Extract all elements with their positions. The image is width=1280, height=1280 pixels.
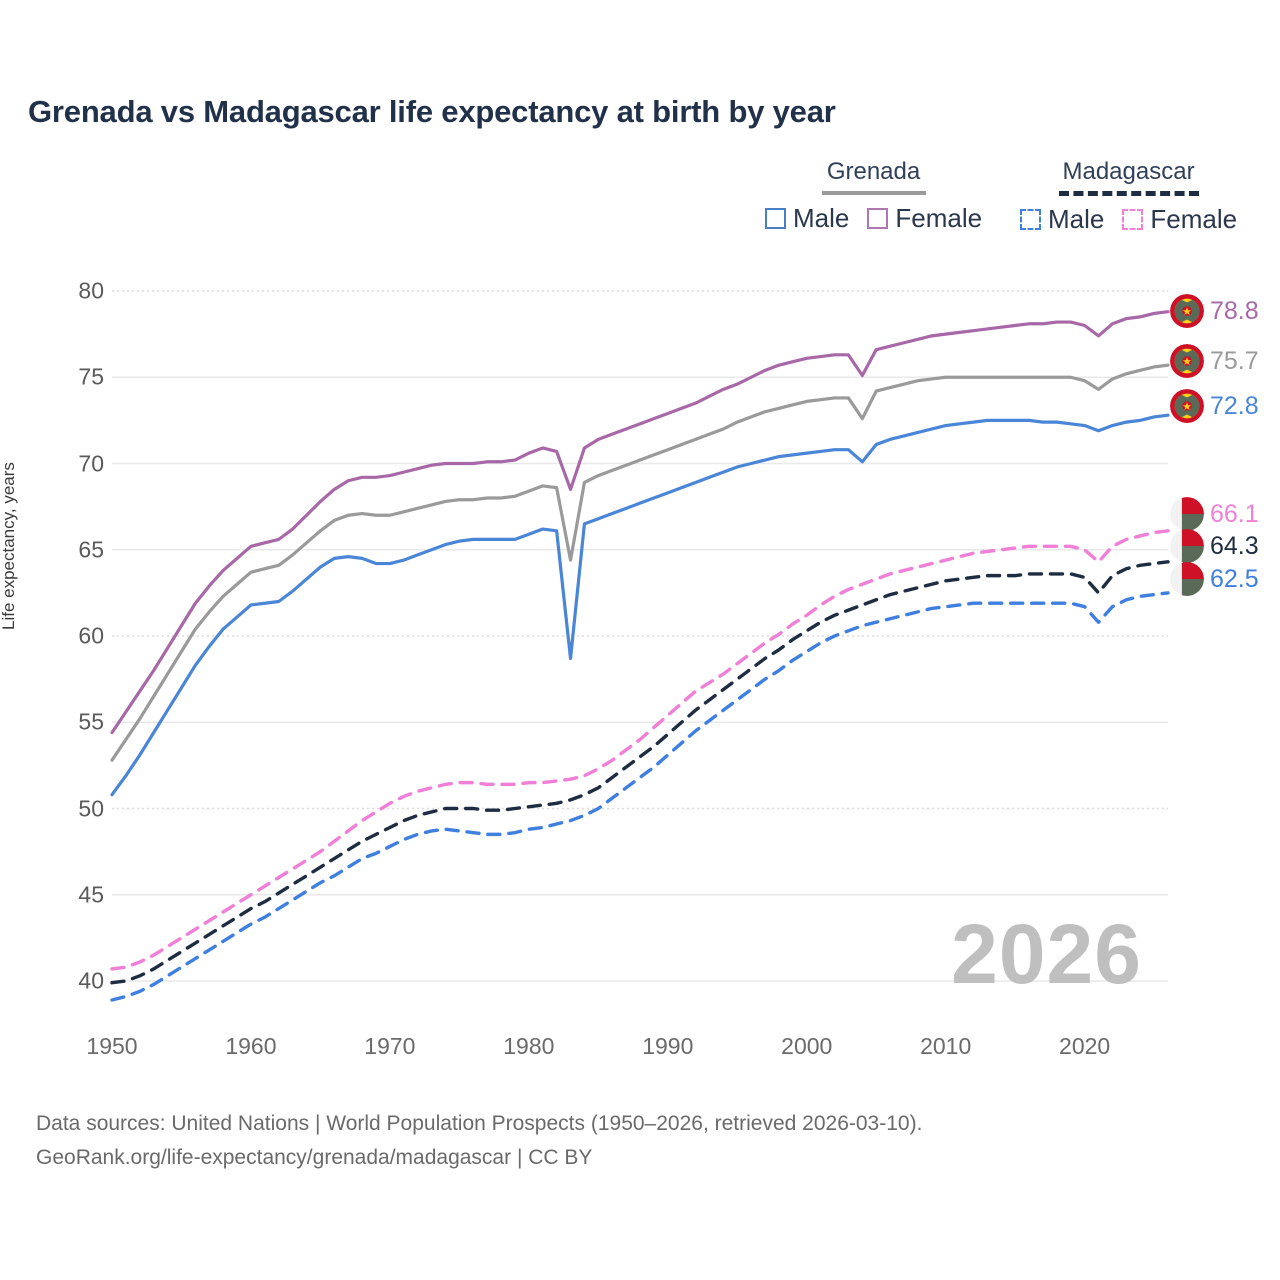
legend-group-grenada: Grenada Male Female xyxy=(765,158,982,234)
legend-group-madagascar: Madagascar Male Female xyxy=(1020,158,1237,235)
end-label-grenada-total: 75.7 xyxy=(1170,344,1259,378)
y-tick-80: 80 xyxy=(78,277,104,304)
legend-item-grenada-female[interactable]: Female xyxy=(867,203,982,234)
x-tick-2000: 2000 xyxy=(781,1033,833,1059)
legend-label-grenada-female: Female xyxy=(895,203,983,233)
end-value-madagascar-male: 62.5 xyxy=(1210,564,1259,593)
legend-item-madagascar-male[interactable]: Male xyxy=(1020,204,1104,235)
series-line-grenada-female xyxy=(110,310,1170,735)
legend-rule-madagascar xyxy=(1058,191,1199,196)
legend-country-madagascar: Madagascar xyxy=(1062,158,1195,185)
end-label-grenada-male: 72.8 xyxy=(1170,389,1259,423)
legend-item-grenada-male[interactable]: Male xyxy=(765,203,849,234)
footer-line-sources: Data sources: United Nations | World Pop… xyxy=(36,1112,923,1135)
y-tick-40: 40 xyxy=(78,967,104,994)
end-label-grenada-female: 78.8 xyxy=(1170,294,1259,328)
x-tick-1990: 1990 xyxy=(642,1033,694,1059)
y-tick-55: 55 xyxy=(78,708,104,735)
y-tick-65: 65 xyxy=(78,536,104,563)
grenada-flag-icon xyxy=(1170,294,1204,328)
grenada-flag-icon xyxy=(1170,344,1204,378)
footer-line-attribution[interactable]: GeoRank.org/life-expectancy/grenada/mada… xyxy=(36,1146,593,1170)
madagascar-flag-icon xyxy=(1170,562,1204,596)
legend-rule-grenada xyxy=(821,191,926,195)
legend-swatch-grenada-female xyxy=(867,208,889,229)
y-tick-60: 60 xyxy=(78,622,104,649)
end-value-grenada-female: 78.8 xyxy=(1210,296,1259,325)
series-line-madagascar-total xyxy=(110,560,1170,985)
x-tick-2010: 2010 xyxy=(920,1033,972,1059)
page-title: Grenada vs Madagascar life expectancy at… xyxy=(28,94,836,129)
x-tick-1970: 1970 xyxy=(364,1033,416,1059)
series-line-madagascar-male xyxy=(110,591,1170,1002)
legend-label-madagascar-male: Male xyxy=(1048,204,1105,234)
end-label-madagascar-male: 62.5 xyxy=(1170,562,1259,596)
x-tick-1960: 1960 xyxy=(225,1033,277,1059)
end-value-madagascar-female: 66.1 xyxy=(1210,499,1259,528)
y-tick-75: 75 xyxy=(78,363,104,390)
legend-swatch-madagascar-male xyxy=(1020,209,1041,230)
end-value-madagascar-total: 64.3 xyxy=(1210,531,1259,560)
y-tick-50: 50 xyxy=(78,795,104,821)
end-label-madagascar-total: 64.3 xyxy=(1170,529,1259,563)
series-line-madagascar-female xyxy=(110,529,1170,971)
end-value-grenada-total: 75.7 xyxy=(1210,346,1259,375)
chart-legend: Grenada Male Female Madagascar Male xyxy=(755,158,1255,248)
grenada-flag-icon xyxy=(1170,389,1204,423)
x-tick-1950: 1950 xyxy=(86,1033,138,1059)
series-line-grenada-total xyxy=(110,363,1170,762)
end-label-madagascar-female: 66.1 xyxy=(1170,497,1259,531)
legend-item-madagascar-female[interactable]: Female xyxy=(1122,204,1237,235)
x-tick-2020: 2020 xyxy=(1059,1033,1111,1059)
legend-swatch-madagascar-female xyxy=(1122,209,1144,230)
legend-swatch-grenada-male xyxy=(765,208,786,229)
y-tick-70: 70 xyxy=(78,450,104,476)
series-line-grenada-male xyxy=(110,413,1170,797)
footer: Data sources: United Nations | World Pop… xyxy=(36,1107,922,1175)
legend-country-grenada: Grenada xyxy=(826,158,921,185)
legend-label-grenada-male: Male xyxy=(793,203,850,233)
y-tick-45: 45 xyxy=(78,881,104,908)
year-watermark: 2026 xyxy=(951,907,1142,1001)
madagascar-flag-icon xyxy=(1170,529,1204,563)
legend-label-madagascar-female: Female xyxy=(1150,204,1238,234)
madagascar-flag-icon xyxy=(1170,497,1204,531)
end-value-grenada-male: 72.8 xyxy=(1210,391,1259,420)
x-tick-1980: 1980 xyxy=(503,1033,555,1059)
